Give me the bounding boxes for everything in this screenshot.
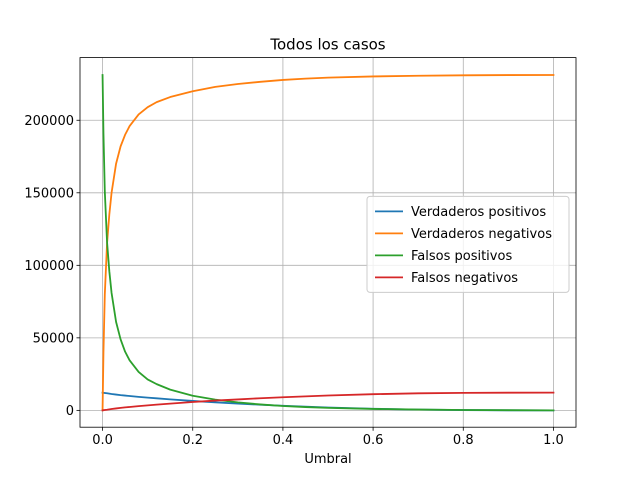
y-tick-label: 150000 [24, 186, 74, 201]
legend-label: Falsos negativos [411, 271, 518, 286]
y-axis-ticks: 0 50000 100000 150000 200000 [24, 114, 80, 419]
legend-label: Verdaderos positivos [411, 205, 546, 220]
legend-box [366, 195, 570, 293]
legend-label: Falsos positivos [411, 249, 512, 264]
series-layer [101, 74, 555, 412]
x-axis-label: Umbral [304, 452, 351, 467]
x-tick-label: 0.4 [273, 433, 294, 448]
x-tick-label: 0.8 [453, 433, 474, 448]
y-tick-label: 100000 [24, 259, 74, 274]
x-tick-label: 0.6 [363, 433, 384, 448]
legend-label: Verdaderos negativos [411, 227, 552, 242]
x-tick-label: 1.0 [543, 433, 564, 448]
y-tick-label: 0 [66, 404, 74, 419]
series-line-verdaderos-negativos [101, 74, 555, 412]
y-tick-label: 50000 [33, 331, 74, 346]
x-axis-ticks: 0.0 0.2 0.4 0.6 0.8 1.0 [92, 427, 564, 448]
legend: Verdaderos positivos Verdaderos negativos… [366, 195, 570, 293]
axes-frame [79, 57, 577, 428]
series-line-falsos-negativos [101, 391, 555, 412]
chart-title: Todos los casos [269, 36, 385, 54]
grid [80, 57, 576, 428]
x-tick-label: 0.2 [182, 433, 203, 448]
y-tick-label: 200000 [24, 114, 74, 129]
x-tick-label: 0.0 [92, 433, 113, 448]
series-line-falsos-positivos [101, 74, 555, 412]
